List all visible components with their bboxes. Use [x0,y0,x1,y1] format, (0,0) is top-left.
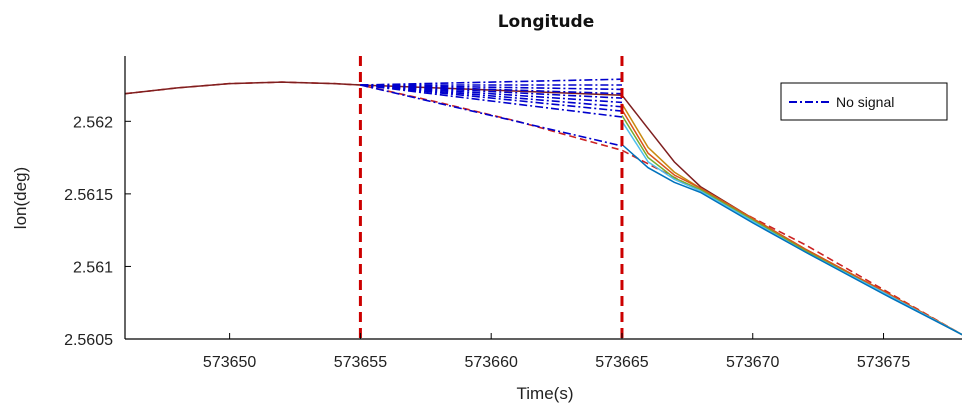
chart-title: Longitude [498,12,595,32]
series-line-5 [621,120,962,336]
series-line-2 [621,103,962,336]
series-line-3 [621,109,962,336]
series-line-16 [360,84,623,147]
x-tick-label: 573650 [203,354,256,371]
y-tick-label: 2.562 [73,114,113,131]
y-tick-label: 2.561 [73,259,113,276]
y-axis-label: lon(deg) [11,167,30,229]
y-ticks: 2.5605 2.561 2.5615 2.562 [64,114,131,349]
series-line-6 [621,143,962,336]
x-tick-label: 573670 [726,354,779,371]
x-tick-label: 573660 [464,354,517,371]
legend: No signal [780,82,948,121]
series-line-4 [621,115,962,336]
series-line-14 [360,84,623,112]
x-tick-label: 573655 [334,354,387,371]
x-tick-label: 573675 [857,354,910,371]
x-axis-label: Time(s) [517,384,574,403]
y-tick-label: 2.5615 [64,187,113,204]
y-tick-label: 2.5605 [64,332,113,349]
legend-label-no-signal: No signal [836,94,894,110]
x-tick-label: 573665 [595,354,648,371]
series-layer [125,78,962,336]
series-line-7 [360,78,623,86]
x-ticks: 573650 573655 573660 573665 573670 573675 [203,333,910,371]
axes [124,56,962,340]
series-line-15 [360,84,623,118]
